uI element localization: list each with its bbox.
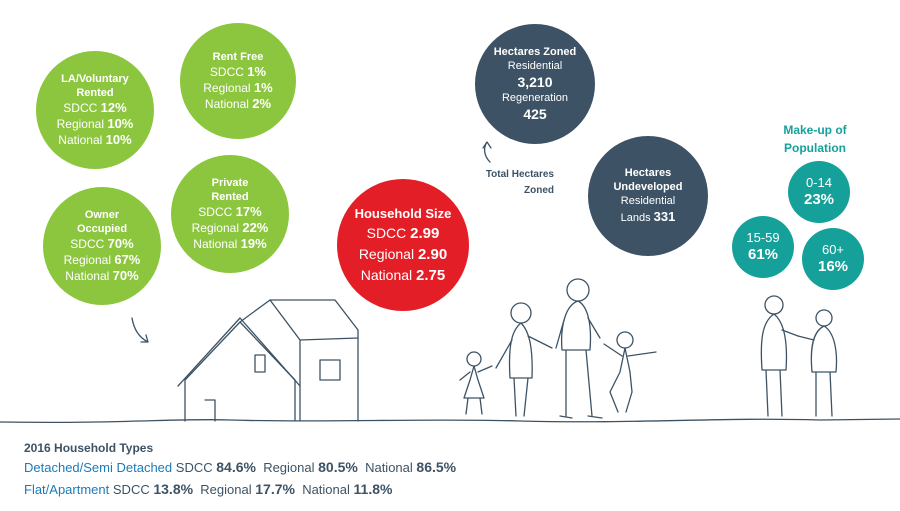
hectares-undeveloped-line4: Lands 331: [620, 209, 676, 224]
household-types-row-flat: Flat/Apartment SDCC 13.8% Regional 17.7%…: [24, 481, 392, 497]
household-size-title: Household Size: [354, 205, 452, 221]
household-types-title: 2016 Household Types: [24, 441, 154, 455]
owner-occupied-sdcc: SDCC 70%: [70, 236, 134, 251]
arrow-to-hectares: [482, 141, 492, 163]
household-size-circle: Household Size SDCC 2.99 Regional 2.90 N…: [337, 179, 469, 311]
rent-free-regional: Regional 1%: [203, 80, 273, 95]
hectares-zoned-regeneration-label: Regeneration: [501, 92, 569, 104]
household-size-regional: Regional 2.90: [358, 245, 448, 263]
flat-national-label: National: [302, 482, 350, 497]
hectares-zoned-title: Hectares Zoned: [493, 46, 577, 58]
rent-free-national: National 2%: [204, 96, 272, 111]
owner-occupied-circle: Owner Occupied SDCC 70% Regional 67% Nat…: [43, 187, 161, 305]
private-rented-national: National 19%: [193, 236, 267, 251]
la-voluntary-regional: Regional 10%: [56, 116, 134, 131]
detached-national-label: National: [365, 460, 413, 475]
population-15-59-age: 15-59: [746, 230, 780, 245]
detached-type: Detached/Semi Detached: [24, 460, 173, 475]
elderly-couple-drawing: [760, 295, 838, 417]
population-60-plus-circle: 60+ 16%: [802, 228, 864, 290]
flat-type: Flat/Apartment: [24, 482, 110, 497]
family-drawing: [459, 278, 657, 419]
population-15-59-pct: 61%: [747, 246, 779, 263]
population-15-59-circle: 15-59 61%: [732, 216, 794, 278]
owner-occupied-title-1: Owner: [84, 209, 120, 221]
hectares-zoned-circle: Hectares Zoned Residential 3,210 Regener…: [475, 24, 595, 144]
detached-regional-label: Regional: [263, 460, 315, 475]
total-hectares-label-line1: Total Hectares: [485, 169, 554, 180]
population-0-14-circle: 0-14 23%: [788, 161, 850, 223]
total-hectares-label: Total Hectares Zoned: [460, 167, 554, 199]
detached-sdcc-label: SDCC: [175, 460, 213, 475]
population-title: Make-up of Population: [760, 121, 870, 157]
detached-sdcc-value: 84.6%: [216, 459, 256, 475]
private-rented-title-2: Rented: [211, 191, 249, 203]
private-rented-title-1: Private: [211, 177, 249, 189]
population-0-14-age: 0-14: [805, 175, 833, 190]
hectares-undeveloped-circle: Hectares Undeveloped Residential Lands 3…: [588, 136, 708, 256]
flat-sdcc-label: SDCC: [112, 482, 150, 497]
flat-regional-value: 17.7%: [255, 481, 295, 497]
ground-line: [0, 418, 900, 424]
population-title-line1: Make-up of: [783, 123, 847, 137]
population-0-14-pct: 23%: [803, 191, 835, 208]
hectares-zoned-residential-value: 3,210: [517, 74, 553, 90]
household-size-national: National 2.75: [360, 266, 446, 284]
private-rented-circle: Private Rented SDCC 17% Regional 22% Nat…: [171, 155, 289, 273]
rent-free-title: Rent Free: [212, 51, 264, 63]
owner-occupied-national: National 70%: [65, 268, 139, 283]
rent-free-sdcc: SDCC 1%: [209, 64, 267, 79]
owner-occupied-title-2: Occupied: [76, 223, 128, 235]
population-60-plus-age: 60+: [821, 242, 845, 257]
hectares-zoned-regeneration-value: 425: [523, 106, 547, 122]
hectares-zoned-residential-label: Residential: [507, 60, 563, 72]
la-voluntary-sdcc: SDCC 12%: [63, 100, 127, 115]
private-rented-sdcc: SDCC 17%: [198, 204, 262, 219]
la-voluntary-national: National 10%: [58, 132, 132, 147]
la-voluntary-circle: LA/Voluntary Rented SDCC 12% Regional 10…: [36, 51, 154, 169]
private-rented-regional: Regional 22%: [191, 220, 269, 235]
flat-national-value: 11.8%: [353, 481, 393, 497]
hectares-undeveloped-title-2: Undeveloped: [613, 181, 683, 193]
household-size-sdcc: SDCC 2.99: [366, 224, 440, 242]
house-drawing: [177, 299, 359, 422]
flat-sdcc-value: 13.8%: [153, 481, 194, 497]
population-title-line2: Population: [784, 141, 846, 155]
flat-regional-label: Regional: [200, 482, 252, 497]
hectares-undeveloped-title-1: Hectares: [624, 167, 672, 179]
hectares-undeveloped-line3: Residential: [620, 195, 676, 207]
detached-regional-value: 80.5%: [318, 459, 358, 475]
detached-national-value: 86.5%: [416, 459, 457, 475]
rent-free-circle: Rent Free SDCC 1% Regional 1% National 2…: [180, 23, 296, 139]
household-types-row-detached: Detached/Semi Detached SDCC 84.6% Region…: [24, 459, 456, 475]
population-60-plus-pct: 16%: [817, 258, 849, 275]
la-voluntary-title-2: Rented: [76, 87, 114, 99]
owner-occupied-regional: Regional 67%: [63, 252, 141, 267]
arrow-to-house: [131, 317, 149, 343]
total-hectares-label-line2: Zoned: [524, 185, 554, 196]
la-voluntary-title-1: LA/Voluntary: [61, 73, 129, 85]
